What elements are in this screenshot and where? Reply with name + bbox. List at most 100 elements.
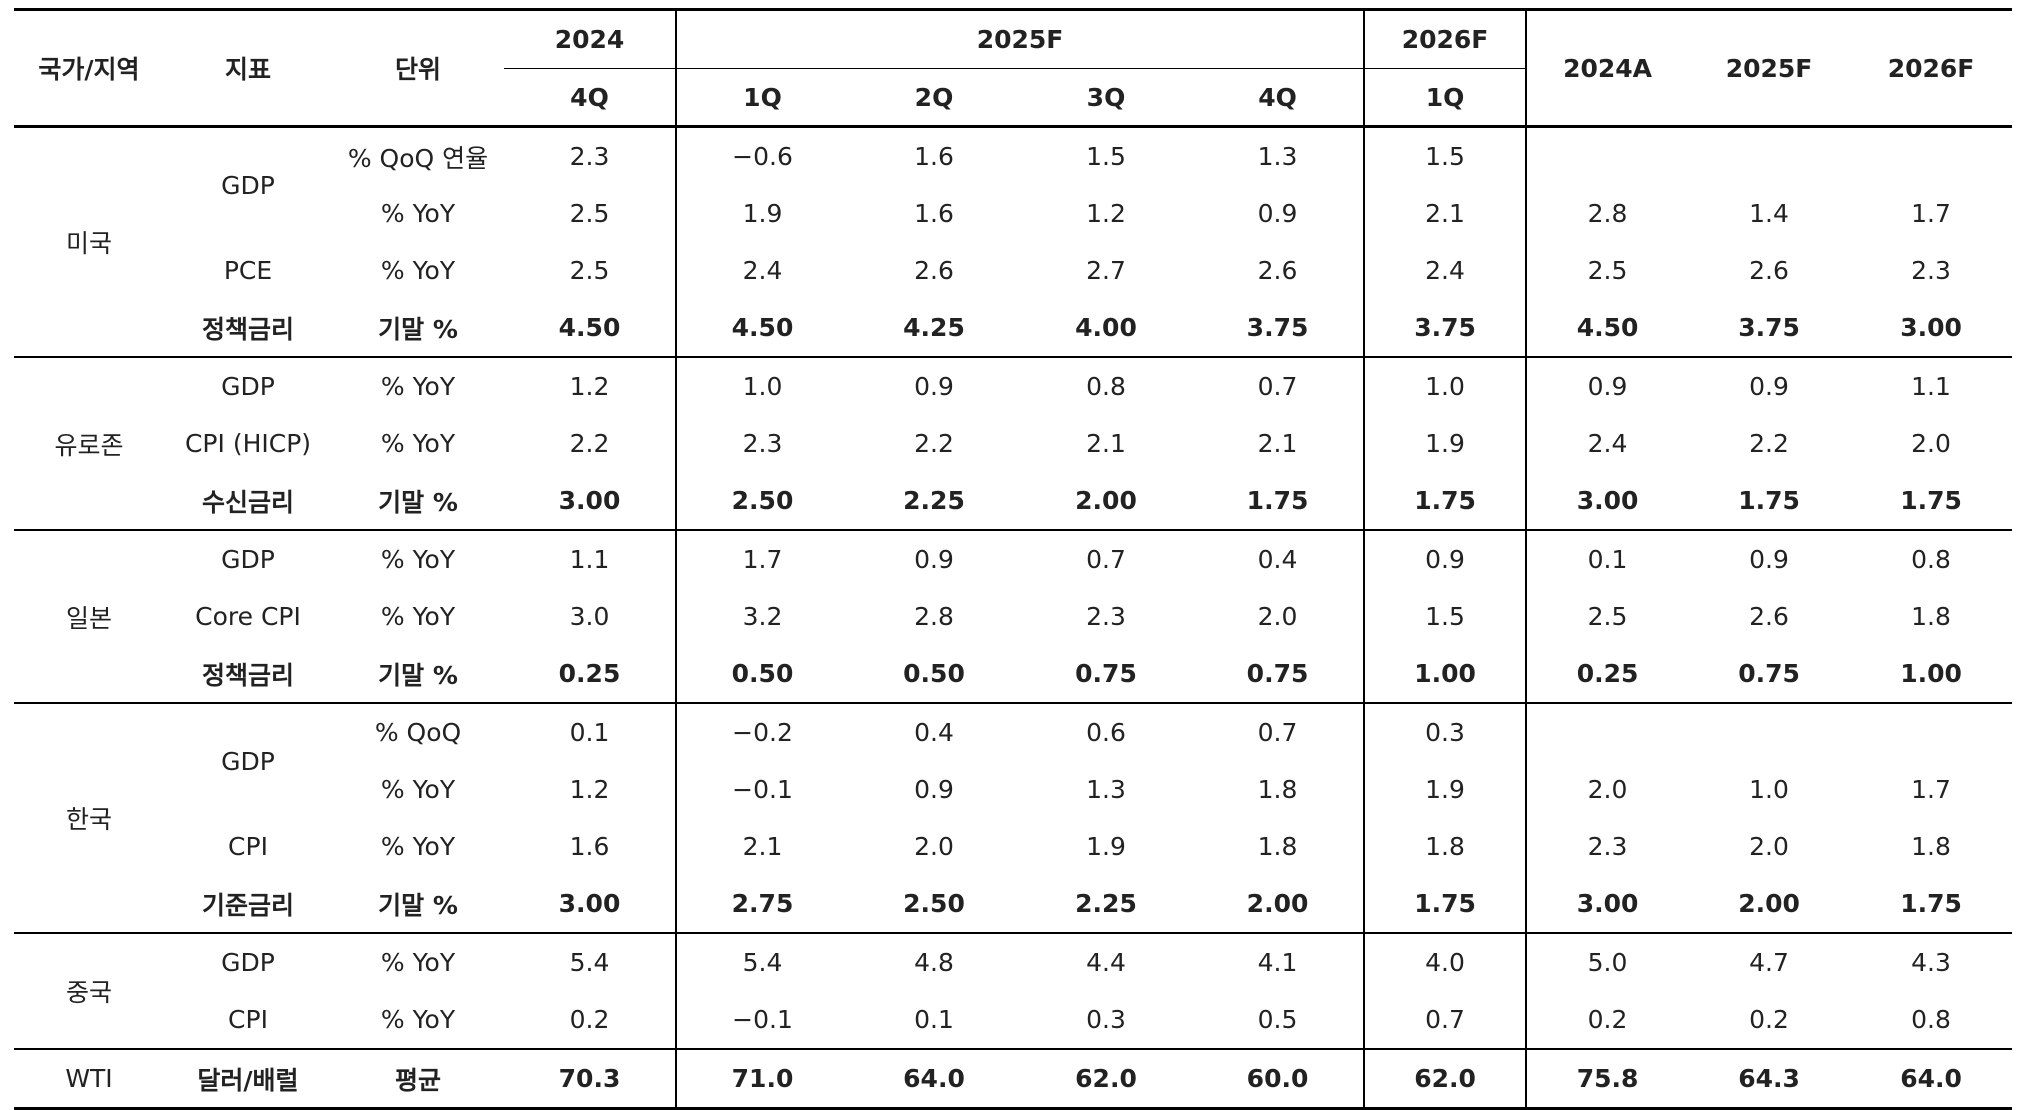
annual-value-cell: 3.00 [1900,313,1962,342]
annual-value-cell [1850,127,2012,186]
quarterly-value-cell: 0.9 [1257,199,1298,228]
annual-value-cell: 2.2 [1749,429,1789,458]
quarterly-value-cell: 1.6 [914,199,954,228]
indicator-cell: 기준금리 [201,890,294,920]
quarterly-value-cell: 0.7 [1020,529,1192,588]
quarterly-value-cell: 2.00 [1246,889,1309,918]
indicator-cell: 정책금리 [201,314,294,344]
table-row: CPI% YoY 1.6 2.1 2.0 1.9 1.8 1.8 2.3 2.0 1.8 [14,818,2012,875]
annual-value-cell: 64.3 [1688,1048,1851,1110]
quarterly-value-cell: 1.0 [675,356,848,415]
annual-value-cell: 2.5 [1525,242,1689,299]
quarterly-value-cell: 64.0 [848,1048,1020,1110]
annual-value-cell: 2.3 [1525,818,1689,875]
quarterly-value-cell: 4.00 [1075,313,1137,342]
region-label: 유로존 [14,356,164,530]
quarterly-value-cell: 0.1 [914,1005,954,1034]
quarterly-value-cell: 3.75 [1246,313,1309,342]
header-annual-2026f: 2026F [1850,8,2013,128]
quarterly-value-cell: 4.50 [558,313,621,342]
indicator-cell: Core CPI [195,602,301,631]
annual-value-cell: 1.75 [1900,486,1962,515]
annual-value-cell: 1.1 [1850,356,2013,415]
annual-value-cell: 1.7 [1911,199,1951,228]
annual-value-cell: 0.8 [1850,529,2013,588]
header-indicator: 지표 [164,8,332,128]
table-row: 일본 GDP% YoY 1.1 1.7 0.9 0.7 0.4 0.9 0.1 0.9 0.8 [14,529,2013,703]
unit-cell: % YoY [380,429,456,458]
table-body: 미국 GDP % QoQ 연율 2.3 −0.6 1.6 1.5 1.3 1.5 % YoY 2.5… [14,126,2013,1110]
annual-value-cell [1850,702,2013,761]
quarterly-value-cell: 0.75 [1075,659,1137,688]
annual-value-cell: 3.75 [1738,313,1800,342]
quarterly-value-cell: 2.1 [675,818,848,875]
quarterly-value-cell: 5.4 [504,932,676,991]
quarterly-value-cell: 1.7 [675,529,848,588]
header-quarter: 3Q [1020,68,1192,128]
quarterly-value-cell: 2.50 [675,472,848,530]
quarterly-value-cell: 1.00 [1363,645,1527,703]
quarterly-value-cell: 1.2 [1086,199,1126,228]
quarterly-value-cell: 3.2 [675,588,848,645]
annual-value-cell: 2.3 [1911,256,1951,285]
quarterly-value-cell: 1.9 [1363,761,1527,818]
quarterly-value-cell: 1.6 [914,142,954,171]
quarterly-value-cell: 2.5 [569,256,610,285]
quarterly-value-cell: 2.3 [1086,602,1126,631]
header-year-2024: 2024 [504,8,676,69]
quarterly-value-cell: 2.7 [1086,256,1126,285]
quarterly-value-cell: 0.9 [1363,529,1527,588]
table-row: 한국 GDP% QoQ 0.1 −0.2 0.4 0.6 0.7 0.3 [14,702,2013,933]
table-row: 정책금리 기말 % 4.50 4.50 4.25 4.00 3.75 3.75 4.50 3.75… [14,299,2012,357]
indicator-cell: GDP [164,529,332,588]
table-row: PCE% YoY 2.5 2.4 2.6 2.7 2.6 2.4 2.5 2.6 2.3 [14,242,2012,299]
quarterly-value-cell: 3.75 [1363,299,1527,357]
quarterly-value-cell: 4.0 [1363,932,1527,991]
quarterly-value-cell: 4.50 [675,299,848,357]
annual-value-cell [1688,702,1851,761]
annual-value-cell: 64.0 [1850,1048,2013,1110]
annual-value-cell: 3.00 [1525,472,1689,530]
annual-value-cell: 0.8 [1911,1005,1951,1034]
quarterly-value-cell: 2.00 [1075,486,1137,515]
unit-cell: % QoQ [332,702,504,761]
annual-value-cell: 4.50 [1525,299,1689,357]
quarterly-value-cell: 0.3 [1363,702,1527,761]
annual-value-cell: 1.7 [1911,775,1951,804]
quarterly-value-cell: 1.75 [1363,875,1527,933]
quarterly-value-cell: 0.50 [903,659,965,688]
unit-cell: 기말 % [378,660,458,690]
quarterly-value-cell: −0.2 [675,702,848,761]
quarterly-value-cell: 1.5 [1363,588,1527,645]
forecast-table-container: 국가/지역 지표 단위 2024 2025F 2026F 2024A 2025F… [14,8,2013,1110]
quarterly-value-cell: 62.0 [1363,1048,1527,1110]
quarterly-value-cell: 2.0 [914,832,954,861]
quarterly-value-cell: −0.6 [675,126,848,185]
annual-value-cell: 1.0 [1749,775,1789,804]
quarterly-value-cell: 2.0 [1257,602,1298,631]
quarterly-value-cell: 0.4 [848,702,1020,761]
annual-value-cell: 2.5 [1525,588,1689,645]
indicator-cell: GDP [164,932,332,991]
quarterly-value-cell: 3.00 [558,889,621,918]
annual-value-cell: 1.8 [1911,602,1951,631]
annual-value-cell: 0.9 [1525,356,1689,415]
header-quarter: 2Q [848,68,1020,128]
quarterly-value-cell: 1.5 [1363,126,1527,185]
annual-value-cell [1525,126,1689,185]
annual-value-cell: 2.8 [1525,185,1689,242]
unit-cell: 평균 [332,1048,504,1110]
unit-cell: % YoY [380,775,456,804]
annual-value-cell: 1.75 [1900,889,1962,918]
annual-value-cell: 2.00 [1738,889,1800,918]
annual-value-cell: 75.8 [1525,1048,1689,1110]
quarterly-value-cell: 1.2 [569,775,610,804]
quarterly-value-cell: 2.4 [1363,242,1527,299]
quarterly-value-cell: 0.7 [1363,991,1527,1049]
table-row: CPI% YoY 0.2 −0.1 0.1 0.3 0.5 0.7 0.2 0.2 0.8 [14,991,2012,1049]
quarterly-value-cell: 1.8 [1257,832,1298,861]
quarterly-value-cell: 0.75 [1246,659,1309,688]
quarterly-value-cell: 2.25 [903,486,965,515]
table-row: % YoY 2.5 1.9 1.6 1.2 0.9 2.1 2.8 1.4 1.7 [14,185,2012,242]
quarterly-value-cell: 1.2 [504,356,676,415]
